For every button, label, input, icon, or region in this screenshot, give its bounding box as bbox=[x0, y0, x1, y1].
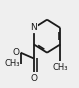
Text: O: O bbox=[30, 74, 37, 83]
Text: N: N bbox=[30, 23, 37, 32]
Text: CH₃: CH₃ bbox=[53, 63, 68, 72]
Text: O: O bbox=[12, 48, 19, 57]
Text: CH₃: CH₃ bbox=[4, 59, 20, 68]
